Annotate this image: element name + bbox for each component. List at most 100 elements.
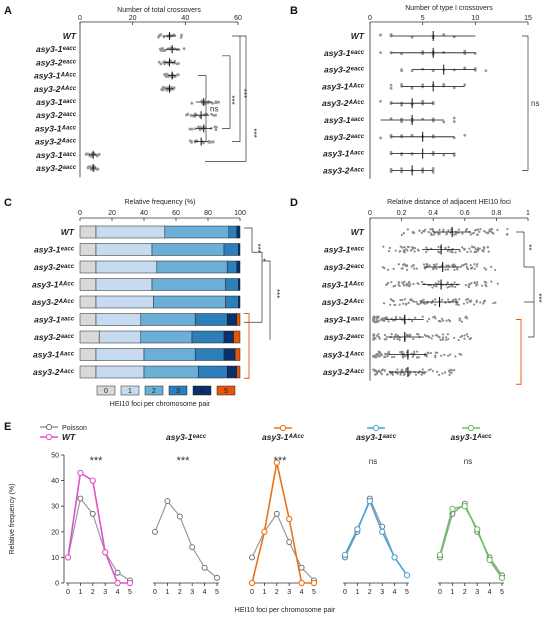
panel-b-category-label: asy3-2ᴬᴬᶜᶜ — [322, 98, 365, 108]
panel-d-point — [416, 350, 419, 353]
panel-d-point — [473, 267, 476, 270]
panel-c-category-label: asy3-2ᵃᵃᶜᶜ — [34, 332, 74, 342]
panel-a-category-label: asy3-1ᴬᵃᶜᶜ — [35, 123, 77, 133]
panel-letter-e: E — [4, 421, 11, 433]
panel-a-tick-label: 20 — [129, 15, 137, 22]
panel-e-observed-point — [286, 515, 293, 523]
panel-d-point — [374, 369, 378, 372]
panel-d-point — [429, 351, 432, 355]
panel-d-point — [403, 372, 406, 375]
panel-c-category-label: WT — [61, 227, 75, 237]
panel-d-point — [396, 334, 399, 337]
panel-d-point — [444, 336, 448, 339]
panel-d-point — [391, 372, 394, 375]
panel-b-category-label: asy3-2ᵉᵃᶜᶜ — [324, 65, 365, 75]
panel-a-point — [158, 47, 162, 51]
panel-d-point — [400, 368, 404, 371]
panel-d-point — [457, 303, 460, 307]
panel-d-point — [413, 231, 416, 235]
panel-d-point — [413, 350, 416, 353]
panel-c-xlabel: Relative frequency (%) — [125, 199, 196, 206]
panel-d-point — [442, 319, 445, 322]
panel-d-point — [475, 233, 479, 237]
panel-a-point — [189, 139, 193, 143]
panel-e-subplot-title: asy3-1ᴬᵃᶜᶜ — [451, 432, 493, 442]
panel-a-point — [190, 127, 194, 131]
panel-e-y-tick-label: 40 — [51, 478, 59, 485]
panel-d-point — [375, 316, 378, 319]
panel-d-point — [406, 249, 409, 252]
panel-b-point — [452, 86, 456, 90]
panel-d-point — [482, 229, 486, 233]
panel-c-bar-segment — [79, 295, 97, 309]
panel-d-point — [372, 337, 375, 340]
panel-e-observed-point — [114, 579, 121, 587]
panel-d-point — [469, 233, 472, 236]
panel-a-point — [163, 48, 167, 52]
panel-d-point — [405, 268, 409, 272]
panel-e-x-tick-label: 5 — [128, 589, 132, 596]
panel-c-bar-segment — [156, 260, 228, 274]
panel-b-tick-label: 5 — [421, 15, 425, 22]
panel-c-bar-segment — [194, 348, 225, 361]
panel-a-point — [163, 62, 167, 66]
panel-d-point — [482, 302, 485, 305]
panel-c-legend-label: 1 — [128, 388, 132, 395]
panel-d-point — [475, 301, 478, 304]
panel-d-point — [385, 338, 388, 341]
panel-d-point — [496, 282, 499, 285]
panel-d-point — [484, 268, 488, 271]
panel-c-bar-segment — [234, 348, 241, 361]
panel-b-point — [379, 33, 382, 37]
panel-e-x-tick-label: 5 — [500, 589, 504, 596]
panel-d-point — [469, 250, 472, 253]
panel-d-point — [471, 246, 474, 249]
panel-d-point — [421, 368, 424, 371]
panel-d-point — [443, 353, 446, 356]
panel-a-point — [87, 153, 91, 157]
panel-d-point — [373, 373, 377, 376]
panel-d-point — [421, 372, 424, 375]
panel-b-category-label: asy3-1ᴬᵃᶜᶜ — [323, 149, 365, 159]
panel-c-bar-segment — [236, 260, 241, 274]
panel-d-point — [391, 355, 394, 359]
panel-a-category-label: asy3-2ᵃᵃᶜᶜ — [36, 110, 76, 120]
panel-a-point — [182, 47, 186, 51]
panel-d-point — [460, 353, 463, 356]
panel-a-point — [161, 46, 164, 50]
panel-d-point — [426, 320, 429, 323]
panel-d-point — [423, 372, 426, 375]
panel-d-point — [506, 227, 509, 231]
panel-d-point — [473, 263, 476, 266]
panel-c-legend-swatch — [168, 385, 188, 396]
panel-d-point — [428, 264, 431, 267]
panel-a-point — [86, 166, 90, 169]
panel-d-point — [382, 319, 385, 322]
panel-e-significance: *** — [274, 455, 288, 467]
panel-b-point — [379, 51, 382, 55]
panel-d-point — [468, 247, 471, 250]
panel-c-category-label: asy3-2ᴬᵃᶜᶜ — [33, 367, 75, 377]
panel-d-point — [379, 371, 382, 374]
panel-d-point — [377, 332, 380, 336]
panel-a-category-label: asy3-1ᵉᵃᶜᶜ — [36, 44, 77, 54]
panel-a-bracket — [198, 75, 207, 142]
panel-d-point — [458, 352, 461, 356]
panel-d-point — [431, 286, 434, 289]
panel-b-point — [431, 134, 435, 137]
panel-c-legend-swatch — [144, 385, 164, 396]
panel-e-xlabel: HEI10 foci per chromosome pair — [235, 607, 336, 614]
panel-c-bar-segment — [236, 365, 241, 379]
panel-d-point — [458, 250, 461, 253]
panel-d-point — [427, 230, 430, 234]
panel-b-point — [431, 69, 435, 73]
panel-d-point — [490, 265, 493, 268]
panel-e-x-tick-label: 3 — [380, 589, 384, 596]
panel-d-point — [372, 318, 375, 322]
panel-d-point — [380, 369, 383, 372]
panel-d-point — [442, 333, 445, 336]
panel-e-x-tick-label: 2 — [275, 589, 279, 596]
panel-e-poisson-point — [189, 544, 196, 551]
panel-d-point — [378, 369, 381, 372]
panel-c-bar-segment — [140, 330, 193, 344]
